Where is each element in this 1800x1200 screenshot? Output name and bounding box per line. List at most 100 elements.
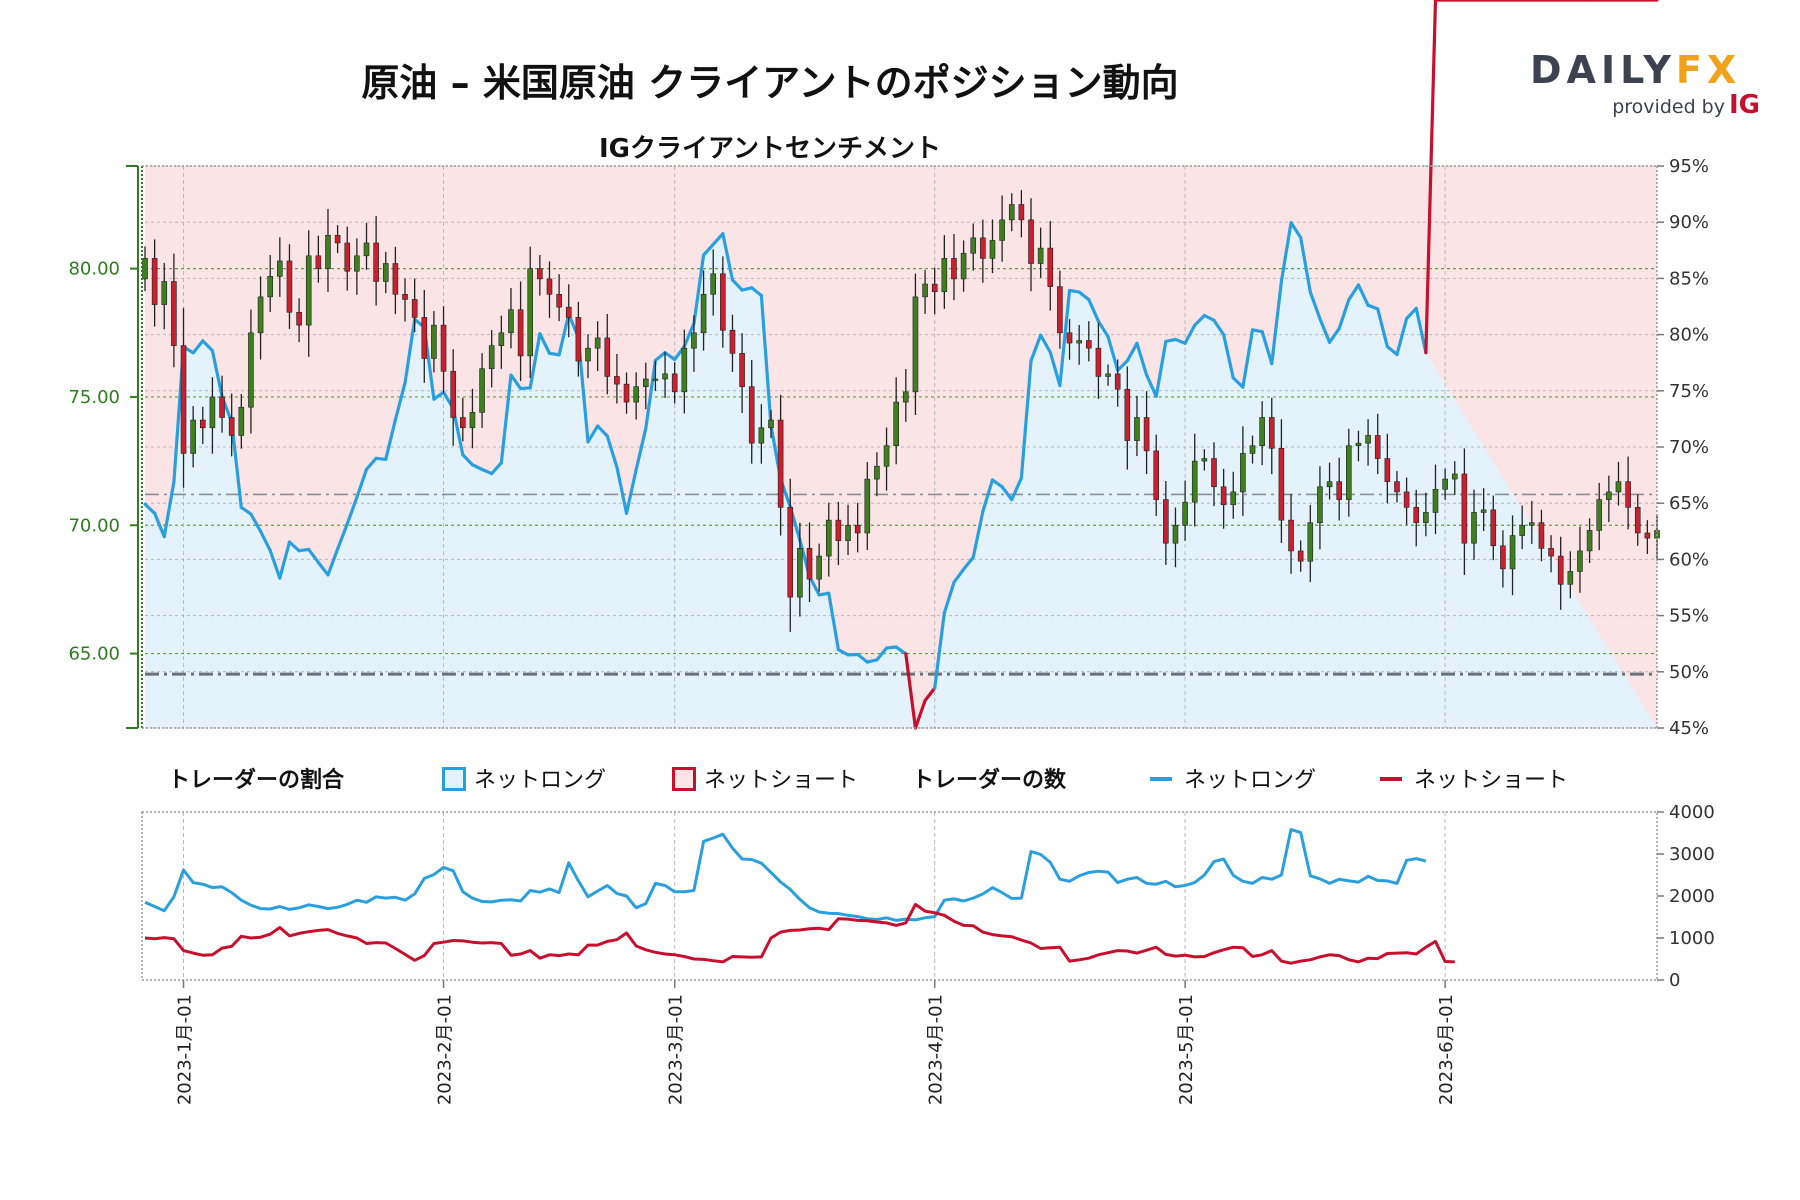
candle-up [1606, 491, 1612, 500]
date-tick-label: 2023-5月-01 [1176, 994, 1197, 1105]
candle-up [633, 386, 639, 403]
sentiment-line-segment [856, 652, 869, 664]
candle-up [1480, 509, 1487, 513]
sentiment-line-segment [865, 658, 879, 664]
candle-down [151, 258, 158, 305]
candle-up [1346, 445, 1352, 500]
candle-up [305, 255, 312, 326]
candle-up [1307, 522, 1314, 562]
candle-down [1143, 417, 1150, 452]
candle-up [912, 296, 919, 393]
sentiment-line-segment [1029, 333, 1043, 363]
sentiment-line-segment [201, 339, 215, 353]
candle-up [883, 445, 890, 467]
sentiment-line-segment [1250, 328, 1264, 334]
candle-up [488, 345, 495, 370]
candle-up [1230, 491, 1237, 506]
candle-down [739, 353, 745, 387]
candle-down [565, 306, 572, 318]
sentiment-line-segment [1289, 221, 1303, 240]
sentiment-line-segment [663, 351, 677, 362]
sentiment-line-segment [1096, 319, 1110, 339]
candle-up [768, 419, 774, 429]
candle-up [1191, 460, 1198, 503]
sentiment-line-segment [971, 509, 985, 559]
sentiment-line-segment [547, 351, 561, 357]
sentiment-line-segment [191, 339, 205, 355]
sentiment-line-segment [682, 321, 696, 349]
candle-down [931, 283, 938, 293]
sentiment-line-segment [432, 390, 446, 401]
candle-up [1519, 524, 1525, 536]
candle-up [1586, 530, 1593, 552]
candle-up [662, 373, 668, 380]
candle-up [1451, 473, 1458, 480]
sentiment-line-segment [1154, 339, 1168, 398]
candle-down [1163, 499, 1169, 544]
candle-down [1413, 507, 1420, 524]
candle-down [537, 268, 543, 280]
sentiment-line-segment [933, 611, 946, 690]
sentiment-line-segment [884, 645, 898, 650]
sentiment-line-segment [1164, 337, 1178, 344]
candle-down [1278, 447, 1285, 521]
candle-up [1317, 486, 1323, 524]
sentiment-line-segment [1299, 235, 1312, 294]
sentiment-line-segment [230, 420, 243, 510]
candle-down [1384, 458, 1391, 482]
candle-down [1268, 417, 1275, 449]
candle-down [835, 519, 842, 541]
candle-down [402, 294, 408, 300]
logo-provided-by: provided by IG [1612, 90, 1760, 120]
chart-title: 原油 – 米国原油 クライアントのポジション動向 [361, 61, 1179, 105]
sentiment-line-segment [538, 332, 552, 355]
logo-wordmark: DAILYFX [1530, 48, 1742, 92]
sentiment-line-segment [1308, 290, 1322, 321]
sentiment-tick-label: 65% [1669, 493, 1709, 514]
candle-down [171, 281, 177, 346]
sentiment-line-segment [355, 467, 369, 499]
candle-down [951, 258, 957, 280]
candle-up [845, 524, 851, 541]
sentiment-line-segment [817, 591, 831, 597]
candle-up [642, 378, 649, 387]
candle-down [1047, 247, 1054, 287]
candle-down [1095, 347, 1102, 377]
sentiment-line-segment [278, 540, 292, 580]
price-tick-label: 70.00 [68, 515, 120, 536]
date-tick-label: 2023-1月-01 [175, 994, 196, 1105]
sentiment-line-segment [653, 351, 667, 363]
candle-down [556, 294, 562, 308]
candle-up [257, 296, 264, 334]
candle-down [1548, 548, 1554, 557]
candle-up [825, 519, 832, 557]
traders-tick-label: 1000 [1669, 928, 1715, 949]
candle-up [691, 332, 697, 349]
candle-down [460, 417, 466, 429]
candle-up [710, 273, 717, 295]
sentiment-tick-label: 50% [1669, 662, 1709, 683]
sentiment-line-segment [692, 253, 706, 326]
sentiment-line-segment [894, 645, 908, 656]
candle-up [1365, 435, 1371, 444]
traders-tick-label: 0 [1669, 970, 1680, 991]
candle-up [1105, 373, 1111, 377]
sentiment-line-segment [1173, 337, 1187, 345]
sentiment-line-segment [634, 426, 648, 472]
candle-down [614, 376, 620, 385]
candle-up [1432, 489, 1439, 513]
candle-down [421, 317, 428, 359]
sentiment-line-segment [1019, 359, 1033, 480]
candle-down [1490, 509, 1497, 547]
candle-down [286, 260, 293, 313]
candle-up [1008, 204, 1015, 221]
sentiment-line-segment [143, 502, 157, 515]
candle-up [1442, 478, 1448, 490]
sentiment-line-segment [1279, 221, 1293, 283]
sentiment-line-segment [461, 453, 475, 467]
candle-up [1172, 524, 1179, 544]
sentiment-line-segment [730, 278, 744, 292]
candle-down [546, 278, 553, 295]
sentiment-line-segment [1193, 313, 1206, 327]
candle-down [729, 329, 736, 354]
